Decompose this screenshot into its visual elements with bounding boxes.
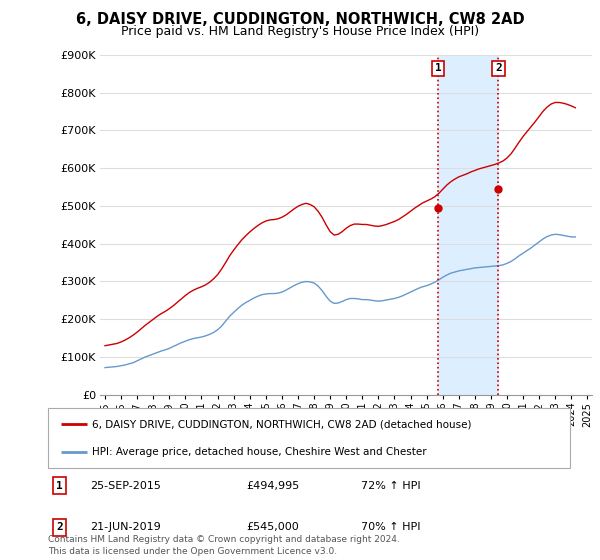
Text: 72% ↑ HPI: 72% ↑ HPI [361,480,421,491]
Text: 1: 1 [56,480,63,491]
Text: Price paid vs. HM Land Registry's House Price Index (HPI): Price paid vs. HM Land Registry's House … [121,25,479,38]
Text: 21-JUN-2019: 21-JUN-2019 [90,522,161,532]
Text: £545,000: £545,000 [247,522,299,532]
Text: HPI: Average price, detached house, Cheshire West and Chester: HPI: Average price, detached house, Ches… [92,447,427,457]
Text: 25-SEP-2015: 25-SEP-2015 [90,480,161,491]
Text: £494,995: £494,995 [247,480,299,491]
Text: 6, DAISY DRIVE, CUDDINGTON, NORTHWICH, CW8 2AD: 6, DAISY DRIVE, CUDDINGTON, NORTHWICH, C… [76,12,524,27]
Text: 2: 2 [495,63,502,73]
Text: 2: 2 [56,522,63,532]
Text: 6, DAISY DRIVE, CUDDINGTON, NORTHWICH, CW8 2AD (detached house): 6, DAISY DRIVE, CUDDINGTON, NORTHWICH, C… [92,419,472,429]
Text: 1: 1 [435,63,442,73]
Text: Contains HM Land Registry data © Crown copyright and database right 2024.
This d: Contains HM Land Registry data © Crown c… [48,535,400,556]
Text: 70% ↑ HPI: 70% ↑ HPI [361,522,421,532]
Bar [439,55,499,395]
